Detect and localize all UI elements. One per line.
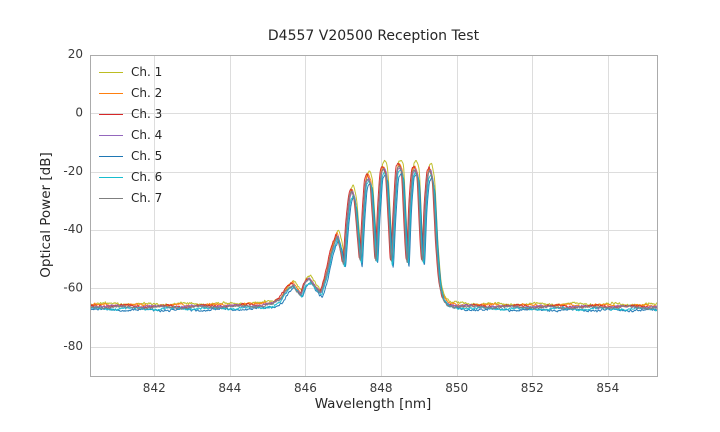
legend-item: Ch. 6: [99, 167, 162, 188]
legend-item: Ch. 4: [99, 125, 162, 146]
legend: Ch. 1 Ch. 2 Ch. 3 Ch. 4 Ch. 5 Ch. 6 Ch. 7: [99, 62, 162, 209]
x-axis-label: Wavelength [nm]: [314, 396, 432, 412]
legend-label: Ch. 7: [131, 191, 163, 205]
chart-title: D4557 V20500 Reception Test: [267, 28, 480, 44]
legend-line-swatch: [99, 114, 123, 115]
legend-item: Ch. 1: [99, 62, 162, 83]
legend-item: Ch. 7: [99, 188, 162, 209]
legend-line-swatch: [99, 198, 123, 199]
legend-line-swatch: [99, 72, 123, 73]
legend-line-swatch: [99, 177, 123, 178]
legend-label: Ch. 5: [131, 149, 163, 163]
legend-line-swatch: [99, 135, 123, 136]
y-axis-label: Optical Power [dB]: [38, 152, 54, 278]
legend-label: Ch. 6: [131, 170, 163, 184]
legend-item: Ch. 3: [99, 104, 162, 125]
legend-label: Ch. 1: [131, 65, 163, 79]
legend-label: Ch. 3: [131, 107, 163, 121]
legend-line-swatch: [99, 156, 123, 157]
legend-line-swatch: [99, 93, 123, 94]
legend-label: Ch. 4: [131, 128, 163, 142]
legend-label: Ch. 2: [131, 86, 163, 100]
legend-item: Ch. 5: [99, 146, 162, 167]
legend-item: Ch. 2: [99, 83, 162, 104]
